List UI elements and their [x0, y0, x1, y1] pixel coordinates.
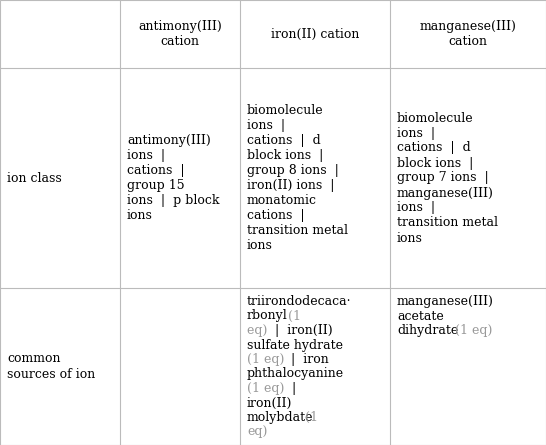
Text: manganese(III)
cation: manganese(III) cation	[419, 20, 517, 48]
Text: biomolecule
ions  |
cations  |  d
block ions  |
group 7 ions  |
manganese(III)
i: biomolecule ions | cations | d block ion…	[397, 112, 498, 244]
Text: molybdate: molybdate	[247, 411, 313, 424]
Text: (1 eq): (1 eq)	[447, 324, 492, 337]
Text: antimony(III)
ions  |
cations  |
group 15
ions  |  p block
ions: antimony(III) ions | cations | group 15 …	[127, 134, 219, 222]
Text: eq): eq)	[247, 324, 275, 337]
Text: (1 eq): (1 eq)	[247, 353, 292, 366]
Text: rbonyl: rbonyl	[247, 310, 288, 323]
Text: |  iron(II): | iron(II)	[275, 324, 333, 337]
Text: triirondodecaca·: triirondodecaca·	[247, 295, 352, 308]
Text: |: |	[292, 382, 295, 395]
Text: iron(II) cation: iron(II) cation	[271, 28, 359, 40]
Text: (1: (1	[280, 310, 301, 323]
Text: ion class: ion class	[7, 171, 62, 185]
Text: common
sources of ion: common sources of ion	[7, 352, 95, 380]
Text: eq): eq)	[247, 425, 268, 438]
Text: phthalocyanine: phthalocyanine	[247, 368, 344, 380]
Text: sulfate hydrate: sulfate hydrate	[247, 339, 343, 352]
Text: dihydrate: dihydrate	[397, 324, 458, 337]
Text: |  iron: | iron	[292, 353, 329, 366]
Text: manganese(III): manganese(III)	[397, 295, 494, 308]
Text: iron(II): iron(II)	[247, 396, 292, 409]
Text: biomolecule
ions  |
cations  |  d
block ions  |
group 8 ions  |
iron(II) ions  |: biomolecule ions | cations | d block ion…	[247, 104, 348, 252]
Text: acetate: acetate	[397, 310, 444, 323]
Text: (1 eq): (1 eq)	[247, 382, 292, 395]
Text: (1: (1	[297, 411, 318, 424]
Text: antimony(III)
cation: antimony(III) cation	[138, 20, 222, 48]
